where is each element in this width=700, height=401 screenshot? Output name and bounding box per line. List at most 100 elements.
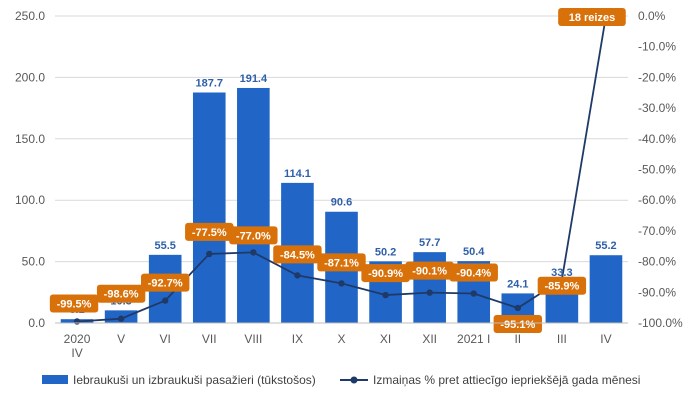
x-tick-label: IV [600,332,611,346]
badge-box [273,245,322,264]
y-right-tick-label: -50.0% [638,163,676,177]
line-value-badge: -92.7% [140,273,190,292]
y-left-tick-label: 150.0 [15,132,45,146]
badge-box [449,263,498,282]
badge-box [405,261,454,280]
y-right-tick-label: -70.0% [638,224,676,238]
y-left-tick-label: 0.0 [28,316,45,330]
data-labels: 3.110.355.5187.7191.4114.190.650.257.750… [49,8,626,333]
badge-box [493,314,543,333]
line-value-badge: -85.9% [537,276,587,295]
bar-value-label: 50.2 [375,246,396,258]
line-point [161,297,169,304]
y-left-tick-label: 250.0 [15,9,45,23]
legend-bar-swatch [42,375,68,384]
x-tick-label: 2021 I [457,332,490,346]
badge-box [185,222,234,241]
x-tick-label: XII [422,332,437,346]
badge-box [229,226,278,245]
badge-label: -87.1% [324,257,359,269]
y-right-tick-label: -30.0% [638,101,676,115]
line-value-badge: -77.0% [229,226,278,245]
x-tick-label: 2020 [64,332,91,346]
line-value-badge: -99.5% [49,294,99,313]
y-left-tick-label: 100.0 [15,193,45,207]
badge-label: -90.4% [456,268,491,280]
legend-line-marker [350,376,358,384]
line-point [73,318,81,325]
x-tick-label: IV [71,346,82,360]
y-right-tick-label: -90.0% [638,285,676,299]
line-point [382,291,389,299]
bar-value-label: 191.4 [240,73,268,85]
y-right-tick-label: -10.0% [638,40,676,54]
badge-label: -77.5% [192,227,227,239]
line-value-badge: 18 reizes [558,8,626,26]
badge-box [361,264,410,283]
badge-box [49,294,99,313]
axes: 0.0 50.0 100.0 150.0 200.0 250.0 -100.0% -90.0%… [15,9,683,360]
x-tick-label: VI [160,332,171,346]
badge-label: -95.1% [500,319,535,331]
badge-label: -99.5% [57,298,92,310]
line-point [338,280,345,287]
bar [237,87,270,323]
legend: Iebraukuši un izbraukuši pasažieri (tūks… [42,373,640,387]
badge-label: -90.1% [412,266,447,278]
x-tick-label: XI [380,332,391,346]
bar [192,92,226,324]
line-value-badge: -87.1% [317,253,366,272]
x-tick-label: IX [292,332,303,346]
y-right-tick-label: -80.0% [638,255,676,269]
badge-box [558,8,626,26]
line-value-badge: -90.9% [361,264,410,283]
bar-value-label: 114.1 [284,168,311,180]
y-right-tick-label: -40.0% [638,132,676,146]
bar-value-label: 187.7 [196,78,224,90]
bar-value-label: 57.7 [419,237,440,249]
bar [589,255,623,323]
bar-value-label: 50.4 [463,246,485,258]
badge-label: -90.9% [368,268,403,280]
line-point [250,249,257,256]
badge-label: -84.5% [280,249,315,261]
badge-box [537,276,587,295]
badge-box [140,273,190,292]
badge-label: -77.0% [236,230,271,242]
bar-value-label: 55.5 [154,240,175,252]
line-value-badge: -84.5% [273,245,322,264]
y-right-tick-label: 0.0% [638,9,666,23]
line-point [514,304,522,312]
bar-value-label: 90.6 [331,197,352,209]
badge-box [317,253,366,272]
badge-box [96,284,146,303]
badge-label: -92.7% [148,278,183,290]
x-tick-label: X [337,332,345,346]
line-point [117,315,125,322]
y-right-tick-label: -60.0% [638,193,676,207]
y-right-tick-label: -20.0% [638,70,676,84]
line-point [426,289,433,296]
x-tick-label: VII [202,332,217,346]
line-value-badge: -90.1% [405,261,454,280]
x-tick-label: II [514,332,521,346]
badge-label: 18 reizes [569,12,615,24]
line-value-badge: -95.1% [493,314,543,333]
legend-bar-label: Iebraukuši un izbraukuši pasažieri (tūks… [73,373,316,387]
x-tick-label: III [557,332,567,346]
line-point [470,290,477,297]
badge-label: -98.6% [104,289,139,301]
line-value-badge: -77.5% [185,222,234,241]
x-tick-label: VIII [244,332,262,346]
line-value-badge: -90.4% [449,263,498,282]
bar-value-label: 33.3 [551,267,572,279]
line-point [294,272,301,279]
line-point [206,250,213,258]
line-value-badge: -98.6% [96,284,146,303]
legend-line-label: Izmaiņas % pret attiecīgo iepriekšējā ga… [373,373,640,387]
bar-value-label: 55.2 [595,240,616,252]
y-left-tick-label: 50.0 [22,255,46,269]
y-right-tick-label: -100.0% [638,316,683,330]
y-left-tick-label: 200.0 [15,70,45,84]
